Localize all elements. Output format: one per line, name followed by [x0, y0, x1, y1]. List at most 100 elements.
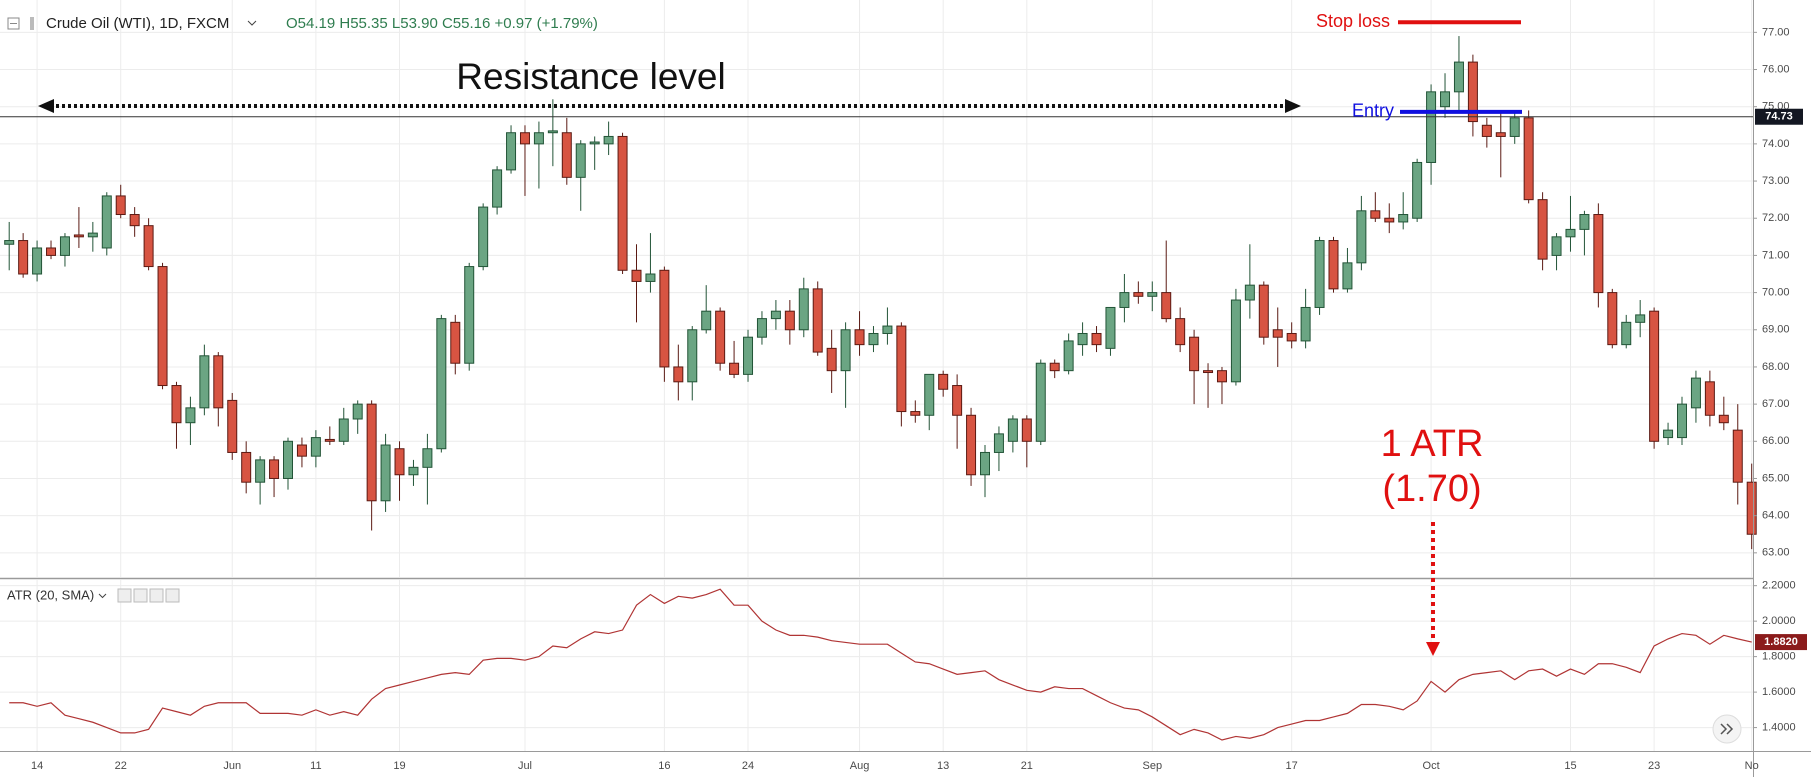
y-tick-label: 63.00 [1762, 547, 1790, 559]
x-tick-label: 22 [115, 760, 127, 772]
candle-body [87, 232, 98, 238]
candle-body [1258, 284, 1269, 338]
indicator-button[interactable] [117, 588, 132, 603]
candle-body [1091, 332, 1102, 346]
candle-body [952, 385, 963, 416]
indicator-value-box [1755, 634, 1807, 651]
candle-body [394, 448, 405, 476]
candle-body [1663, 429, 1674, 439]
x-tick-label: Sep [1142, 760, 1162, 772]
candle-body [1175, 318, 1186, 346]
candle-body [283, 440, 293, 479]
candle-body [1635, 314, 1646, 323]
candle-body [1565, 228, 1576, 238]
x-tick-label: 16 [658, 760, 670, 772]
candle-body [1593, 214, 1604, 294]
y-tick-label: 64.00 [1762, 510, 1790, 522]
candle-body [1147, 292, 1158, 297]
candle-body [561, 132, 572, 178]
candle-body [1453, 61, 1464, 93]
candle-body [1203, 370, 1214, 374]
candle-body [1732, 429, 1743, 483]
price-label-box [1755, 108, 1803, 125]
candle-body [1412, 161, 1423, 219]
candle-body [1384, 217, 1395, 223]
candle-body [603, 135, 614, 145]
candle-body [701, 310, 712, 331]
collapse-icon[interactable] [7, 17, 20, 30]
candle-body [1021, 418, 1032, 442]
indicator-button[interactable] [165, 588, 180, 603]
candle-body [798, 288, 809, 331]
symbol-title[interactable]: Crude Oil (WTI), 1D, FXCM [46, 15, 229, 32]
x-tick-label: No [1745, 760, 1759, 772]
candle-body [659, 269, 670, 368]
candle-body [478, 206, 489, 268]
candle-body [1495, 132, 1506, 137]
indicator-title[interactable]: ATR (20, SMA) [7, 587, 94, 602]
y-tick-label: 74.00 [1762, 138, 1790, 150]
x-tick-label: Aug [850, 760, 870, 772]
candle-body [1216, 370, 1227, 383]
candle-body [143, 225, 154, 268]
candle-body [715, 310, 726, 364]
indicator-value-label: 1.8820 [1764, 636, 1798, 648]
candle-body [910, 411, 921, 416]
x-tick-label: Jul [518, 760, 532, 772]
candle-body [1649, 310, 1660, 442]
candle-body [450, 321, 461, 364]
indicator-button[interactable] [133, 588, 148, 603]
candle-body [1537, 199, 1548, 260]
candle-body [436, 318, 447, 450]
candle-body [617, 135, 628, 271]
candle-body [1718, 414, 1729, 424]
candle-body [1077, 332, 1088, 346]
candle-body [1035, 362, 1046, 442]
candle-body [185, 407, 196, 424]
y-tick-label: 68.00 [1762, 361, 1790, 373]
candle-body [631, 269, 642, 282]
marks [4, 36, 1757, 741]
candle-body [255, 459, 266, 483]
candle-body [73, 234, 84, 238]
grid [0, 0, 1753, 751]
candle-body [1105, 306, 1116, 349]
overlay: 14 22 Jun 11 19 Jul 16 24 Aug 13 21 Sep 17 Oct 15 23 No 6… [0, 11, 1807, 772]
indicator-button[interactable] [149, 588, 164, 603]
candle-body [171, 385, 182, 424]
stop-loss-label: Stop loss [1316, 11, 1390, 31]
candle-body [506, 132, 517, 171]
candle-body [687, 329, 698, 383]
y-tick-label: 2.0000 [1762, 615, 1796, 627]
candle-body [1328, 240, 1339, 290]
candle-body [1579, 214, 1590, 230]
y-tick-label: 76.00 [1762, 63, 1790, 75]
arrow-head [1285, 99, 1301, 113]
candle-body [366, 403, 377, 502]
y-tick-label: 69.00 [1762, 324, 1790, 336]
candle-body [1467, 61, 1478, 123]
candle-body [1119, 292, 1130, 308]
y-tick-label: 1.4000 [1762, 721, 1796, 733]
dropdown-caret[interactable] [98, 593, 107, 599]
candle-body [924, 373, 935, 416]
dropdown-caret[interactable] [247, 20, 257, 26]
candle-body [840, 329, 851, 372]
y-tick-label: 70.00 [1762, 286, 1790, 298]
candle-body [1189, 336, 1200, 372]
x-tick-label: 13 [937, 760, 949, 772]
candle-body [1063, 340, 1074, 372]
candle-body [464, 266, 475, 364]
candle-body [18, 240, 29, 275]
candle-body [770, 310, 781, 320]
candle-body [1272, 329, 1283, 338]
candle-body [59, 236, 70, 256]
y-tick-label: 72.00 [1762, 212, 1790, 224]
candle-body [324, 438, 335, 442]
x-tick-label: Oct [1423, 760, 1440, 772]
candle-body [1551, 236, 1562, 256]
y-tick-label: 67.00 [1762, 398, 1790, 410]
candle-body [1690, 377, 1701, 409]
symbol-icon [30, 17, 34, 30]
